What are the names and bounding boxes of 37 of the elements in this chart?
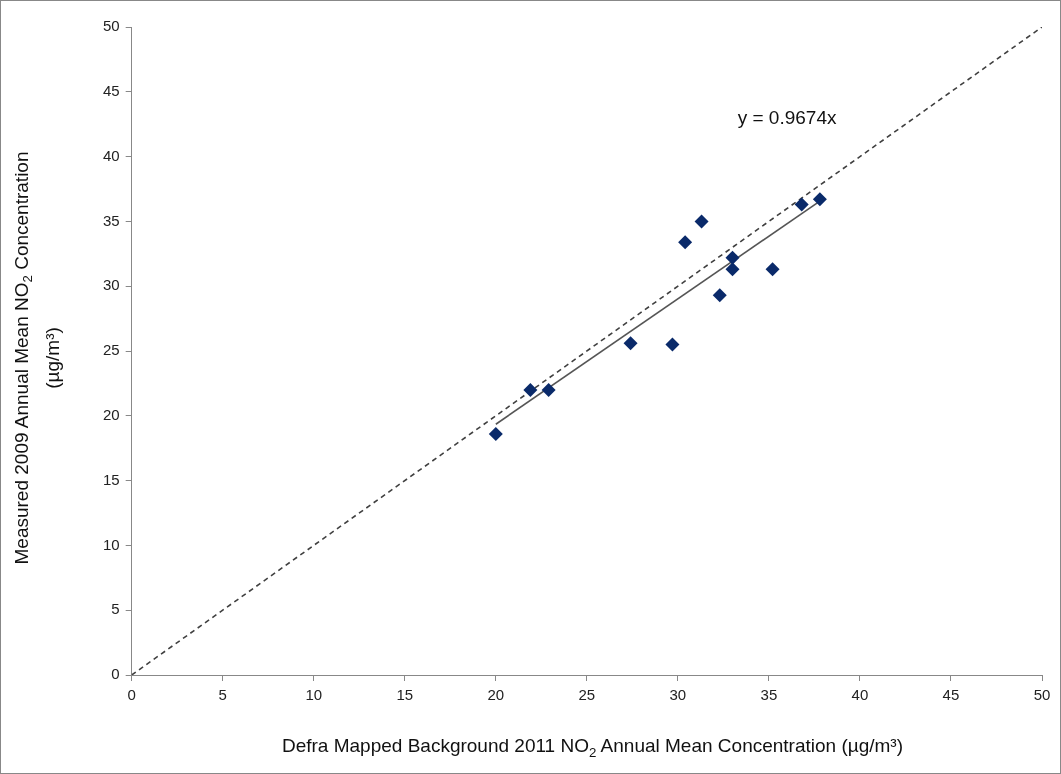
y-tick-label: 5 bbox=[111, 600, 120, 618]
y-tick-label: 50 bbox=[103, 17, 120, 35]
y-tick-label: 10 bbox=[103, 535, 120, 553]
point bbox=[694, 214, 709, 229]
x-tick-label: 20 bbox=[487, 686, 505, 704]
x-tick-label: 5 bbox=[218, 686, 227, 704]
x-tick-label: 25 bbox=[578, 686, 596, 704]
x-tick-label: 15 bbox=[396, 686, 414, 704]
x-tick-label: 35 bbox=[760, 686, 778, 704]
point bbox=[712, 288, 727, 303]
y-tick-label: 15 bbox=[103, 470, 120, 488]
x-tick-label: 10 bbox=[305, 686, 323, 704]
point bbox=[765, 262, 780, 277]
point bbox=[488, 426, 503, 441]
x-tick-label: 40 bbox=[851, 686, 869, 704]
x-axis-title: Defra Mapped Background 2011 NO$_{2}$ Annual Mean Concentration (µg/m³) bbox=[280, 735, 905, 760]
y-tick-label: 35 bbox=[103, 211, 120, 229]
point bbox=[665, 337, 680, 352]
y-tick-label: 20 bbox=[103, 405, 120, 423]
point bbox=[725, 262, 740, 277]
annotation: y = 0.9674x bbox=[737, 107, 837, 129]
point bbox=[623, 336, 638, 351]
x-tick-label: 45 bbox=[942, 686, 960, 704]
point bbox=[523, 382, 538, 397]
y-tick-label: 45 bbox=[103, 81, 120, 99]
point bbox=[725, 250, 740, 265]
x-tick-label: 50 bbox=[1033, 686, 1051, 704]
x-tick-label: 0 bbox=[127, 686, 136, 704]
point bbox=[794, 197, 809, 212]
y-tick-label: 40 bbox=[103, 146, 120, 164]
point bbox=[678, 235, 693, 250]
point bbox=[812, 192, 827, 207]
y-tick-label: 25 bbox=[103, 341, 120, 359]
x-tick-label: 30 bbox=[669, 686, 687, 704]
y-tick-label: 30 bbox=[103, 276, 120, 294]
point bbox=[541, 382, 556, 397]
y-tick-label: 0 bbox=[111, 665, 120, 683]
